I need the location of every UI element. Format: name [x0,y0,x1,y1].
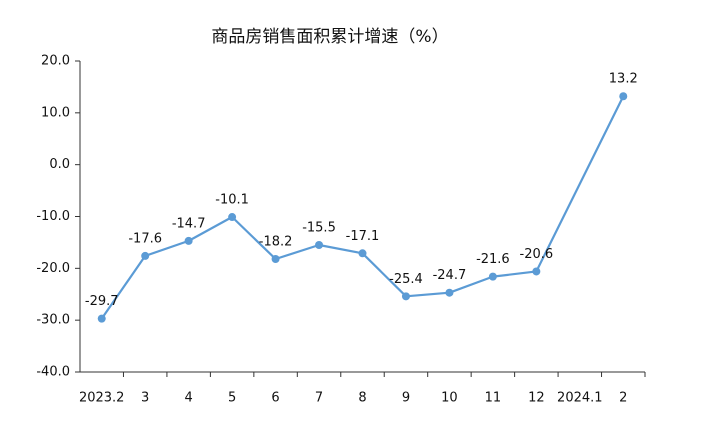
line-segment [144,239,190,257]
y-tick-label: 10.0 [41,105,70,120]
y-tick-label: 0.0 [49,157,70,172]
line-segment [317,243,364,255]
x-tick-label: 10 [441,391,458,406]
data-label: -25.4 [389,272,423,287]
x-tick-label: 4 [185,391,193,406]
line-segment [100,254,147,320]
x-tick-label: 11 [485,391,502,406]
line-segment [274,243,321,261]
x-tick-label: 2024.1 [557,391,603,406]
x-tick-label: 12 [528,391,545,406]
line-segment [231,215,277,261]
data-label: -14.7 [172,216,206,231]
data-label: -18.2 [259,235,293,250]
point [488,272,497,281]
point [445,288,454,297]
data-label: -10.1 [215,193,249,208]
point [619,92,628,101]
x-tick-label: 2 [619,391,627,406]
y-tick-label: 20.0 [41,54,70,69]
data-label: -17.6 [128,231,162,246]
data-label: -17.1 [346,229,380,244]
y-tick-label: -20.0 [36,261,70,276]
point [271,255,280,264]
data-label: -29.7 [85,294,119,309]
point [358,249,367,258]
line-segment [361,252,408,298]
x-tick-label: 5 [228,391,236,406]
point [184,236,193,245]
line-segment [535,95,625,273]
data-label: -15.5 [302,221,336,236]
y-tick-label: -30.0 [36,313,70,328]
x-tick-label: 2023.2 [79,391,125,406]
x-tick-label: 9 [402,391,410,406]
x-tick-label: 8 [358,391,366,406]
data-label: -20.6 [520,247,554,262]
data-label: 13.2 [609,72,638,87]
y-tick-label: -40.0 [36,365,70,380]
line-segment [404,291,451,298]
point [97,314,106,323]
point [401,292,410,301]
x-tick-label: 7 [315,391,323,406]
point [315,241,324,250]
data-label: -24.7 [433,268,467,283]
x-tick-label: 3 [141,391,149,406]
point [228,213,237,222]
y-tick-label: -10.0 [36,209,70,224]
point [141,251,150,260]
point [532,267,541,276]
line-segment [491,270,538,278]
line-segment [187,215,234,242]
x-tick-label: 6 [271,391,279,406]
data-label: -21.6 [476,252,510,267]
chart-title: 商品房销售面积累计增速（%） [211,27,448,47]
line-segment [448,275,494,294]
